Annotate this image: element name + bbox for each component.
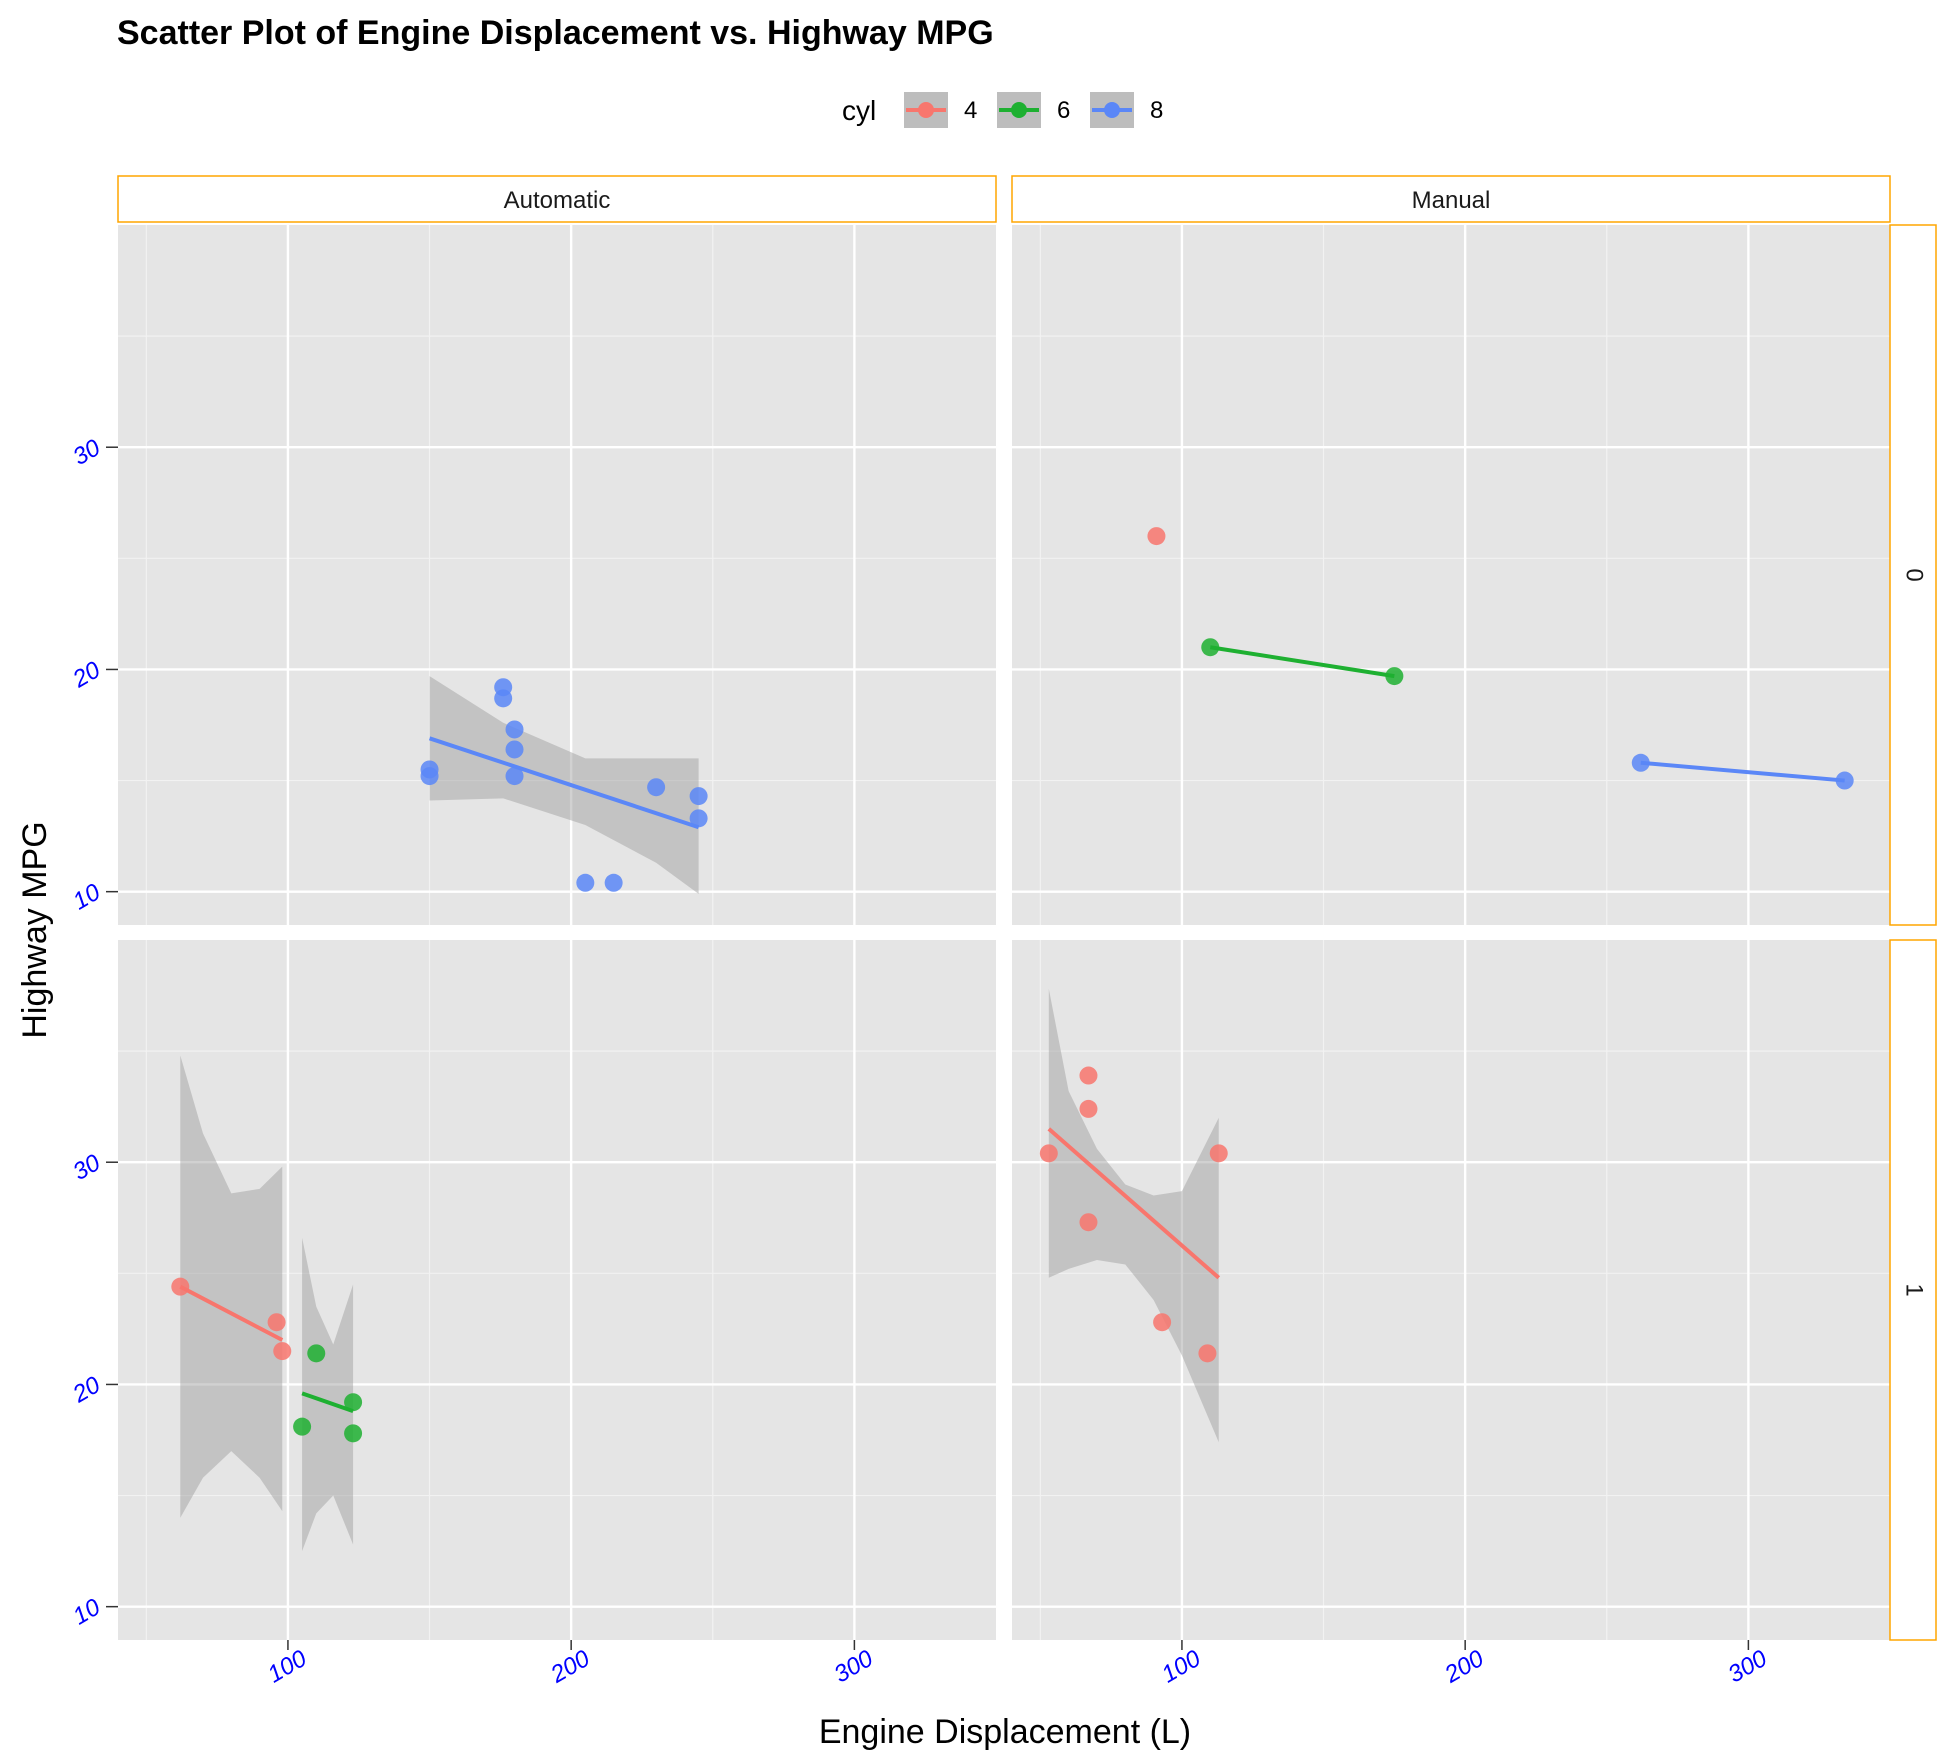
- legend-key-point: [1011, 102, 1027, 118]
- data-point-cyl-4: [1079, 1099, 1098, 1118]
- legend-label: 4: [964, 97, 977, 124]
- y-tick-label: 20: [68, 1371, 106, 1409]
- legend-title: cyl: [842, 95, 876, 126]
- confidence-band-cyl-6: [302, 1237, 354, 1552]
- y-tick-label: 10: [68, 1593, 105, 1630]
- fit-line-cyl-6: [301, 1391, 354, 1413]
- data-point-cyl-6: [344, 1424, 363, 1443]
- legend-key-cyl-4: 4: [904, 92, 977, 128]
- x-tick-label: 200: [1439, 1645, 1489, 1689]
- panel-background: [118, 940, 996, 1640]
- data-point-cyl-8: [505, 740, 524, 759]
- panel-automatic-1: [118, 940, 996, 1640]
- data-point-cyl-4: [171, 1277, 190, 1296]
- panel-automatic-0: [118, 225, 996, 925]
- data-point-cyl-8: [505, 767, 524, 786]
- data-point-cyl-8: [505, 720, 524, 739]
- data-point-cyl-6: [307, 1344, 326, 1363]
- confidence-band-cyl-4: [180, 1055, 283, 1518]
- legend-label: 8: [1150, 97, 1163, 124]
- legend-key-cyl-8: 8: [1090, 92, 1163, 128]
- confidence-band-cyl-4: [1048, 988, 1219, 1443]
- facet-strip-automatic: [117, 175, 997, 223]
- panel-manual-1: [1012, 940, 1890, 1640]
- y-tick-label: 10: [68, 878, 105, 915]
- x-tick-label: 100: [263, 1645, 312, 1689]
- legend: cyl 4 6 8: [842, 92, 1163, 128]
- y-axis-title: Highway MPG: [16, 821, 54, 1038]
- data-point-cyl-6: [293, 1417, 312, 1436]
- data-point-cyl-6: [344, 1393, 363, 1412]
- facet-strip-row-0: [1889, 224, 1937, 926]
- data-point-cyl-4: [1153, 1313, 1172, 1332]
- fit-line-cyl-8: [428, 736, 700, 830]
- data-point-cyl-6: [1385, 667, 1404, 686]
- facet-strip-label: Automatic: [504, 187, 611, 214]
- legend-label: 6: [1057, 97, 1070, 124]
- panel-background: [1012, 225, 1890, 925]
- y-tick-label: 20: [68, 656, 106, 694]
- data-point-cyl-6: [1201, 638, 1220, 657]
- legend-key-cyl-6: 6: [997, 92, 1070, 128]
- data-point-cyl-4: [1039, 1144, 1058, 1163]
- facet-strip-row-label: 0: [1901, 568, 1928, 581]
- x-tick-label: 100: [1157, 1645, 1206, 1689]
- x-tick-label: 300: [830, 1645, 879, 1689]
- x-tick-label: 200: [545, 1645, 595, 1689]
- legend-key-point: [1104, 102, 1120, 118]
- panel-manual-0: [1012, 225, 1890, 925]
- data-point-cyl-8: [420, 760, 439, 779]
- data-point-cyl-8: [689, 809, 708, 828]
- y-tick-label: 30: [68, 1149, 105, 1186]
- data-point-cyl-8: [576, 873, 595, 892]
- data-point-cyl-8: [604, 873, 623, 892]
- fit-line-cyl-8: [1640, 760, 1845, 783]
- data-point-cyl-8: [689, 787, 708, 806]
- panel-background: [118, 225, 996, 925]
- panel-background: [1012, 940, 1890, 1640]
- fit-line-cyl-6: [1209, 645, 1395, 679]
- y-tick-label: 30: [68, 434, 105, 471]
- facet-strip-label: Manual: [1412, 187, 1491, 214]
- data-point-cyl-4: [267, 1313, 286, 1332]
- data-point-cyl-8: [1835, 771, 1854, 790]
- fit-line-cyl-4: [179, 1284, 284, 1342]
- facet-strip-row-label: 1: [1901, 1283, 1928, 1296]
- fit-line-cyl-4: [1047, 1127, 1221, 1280]
- facet-strip-manual: [1011, 175, 1891, 223]
- facet-strip-row-1: [1889, 939, 1937, 1641]
- x-axis-title: Engine Displacement (L): [819, 1713, 1191, 1751]
- chart-title: Scatter Plot of Engine Displacement vs. …: [117, 14, 994, 52]
- data-point-cyl-8: [647, 778, 666, 797]
- data-point-cyl-4: [273, 1342, 292, 1361]
- data-point-cyl-8: [1631, 753, 1650, 772]
- x-tick-label: 300: [1724, 1645, 1773, 1689]
- panels: [118, 225, 1890, 1640]
- confidence-band-cyl-8: [429, 676, 699, 894]
- data-point-cyl-4: [1079, 1066, 1098, 1085]
- legend-key-point: [918, 102, 934, 118]
- data-point-cyl-4: [1147, 527, 1166, 546]
- data-point-cyl-4: [1198, 1344, 1217, 1363]
- facet-strips: Automatic Manual 0 1: [117, 175, 1937, 1641]
- data-point-cyl-4: [1209, 1144, 1228, 1163]
- data-point-cyl-4: [1079, 1213, 1098, 1232]
- data-point-cyl-8: [494, 678, 513, 697]
